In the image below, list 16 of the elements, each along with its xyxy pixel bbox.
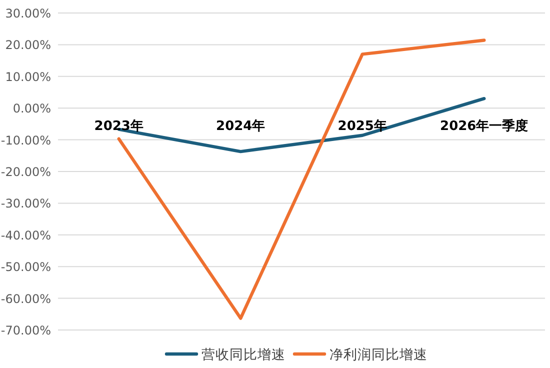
y-tick-label: -50.00% <box>0 260 51 274</box>
y-tick-label: 10.00% <box>5 70 51 84</box>
y-tick-label: 0.00% <box>12 102 51 116</box>
y-tick-label: -20.00% <box>0 165 51 179</box>
legend-label: 营收同比增速 <box>202 347 286 363</box>
y-tick-label: -60.00% <box>0 292 51 306</box>
y-tick-label: -10.00% <box>0 133 51 148</box>
x-tick-label: 2026年一季度 <box>440 118 528 134</box>
x-tick-label: 2024年 <box>216 119 266 134</box>
y-tick-label: -30.00% <box>0 196 51 211</box>
y-tick-label: -40.00% <box>0 228 51 242</box>
y-tick-label: -70.00% <box>0 324 51 338</box>
legend-label: 净利润同比增速 <box>330 347 428 363</box>
x-tick-label: 2023年 <box>94 119 144 134</box>
y-tick-label: 30.00% <box>5 6 51 20</box>
y-tick-label: 20.00% <box>5 38 51 52</box>
